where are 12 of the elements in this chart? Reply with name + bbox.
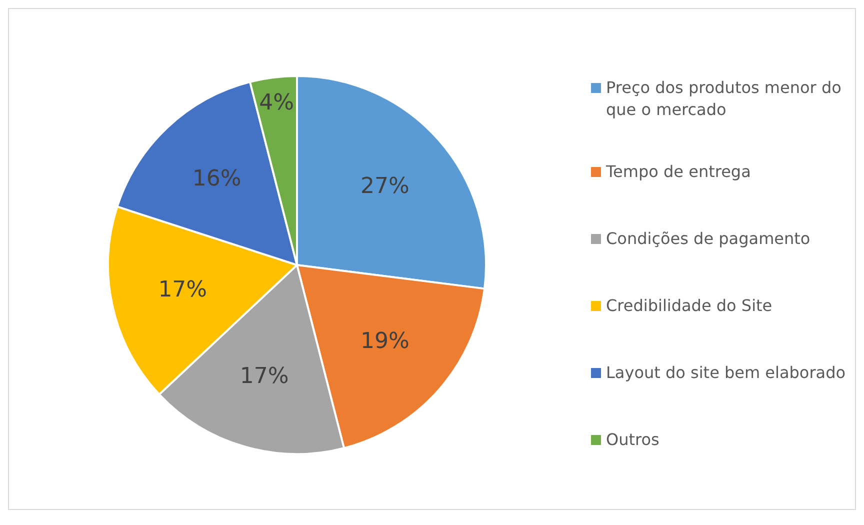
- legend-label: Preço dos produtos menor do que o mercado: [606, 77, 842, 121]
- data-label: 17%: [158, 277, 208, 302]
- data-label: 27%: [360, 174, 410, 200]
- data-label: 16%: [192, 166, 242, 192]
- legend-label: Tempo de entrega: [606, 161, 751, 183]
- legend-label: Outros: [606, 429, 660, 451]
- legend-label: Layout do site bem elaborado: [606, 362, 846, 384]
- legend-label: Credibilidade do Site: [606, 295, 772, 317]
- data-label: 19%: [360, 329, 410, 354]
- data-label: 17%: [240, 364, 289, 390]
- legend-label: Condições de pagamento: [606, 228, 810, 250]
- data-label: 4%: [259, 90, 294, 116]
